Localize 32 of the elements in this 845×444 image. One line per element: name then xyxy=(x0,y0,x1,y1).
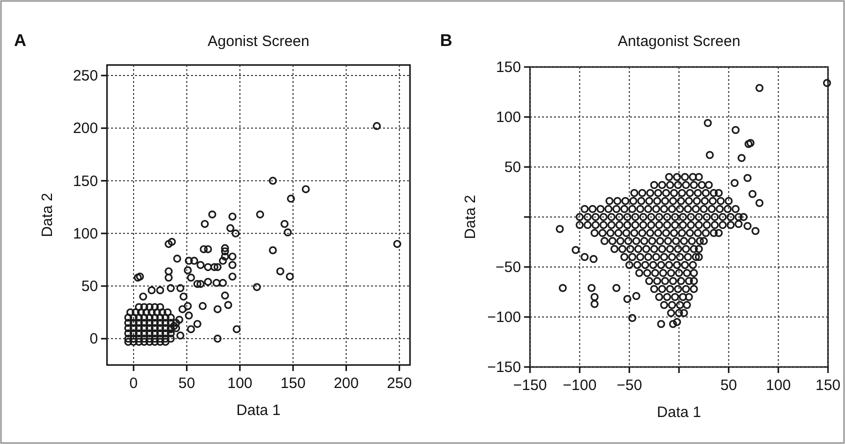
y-tick-label: −50 xyxy=(496,259,521,276)
y-axis-title: Data 2 xyxy=(39,192,56,238)
y-tick-label: −150 xyxy=(487,359,521,376)
x-tick-label: 100 xyxy=(227,375,252,392)
text: B xyxy=(440,31,452,50)
y-tick-label: 50 xyxy=(504,159,521,176)
x-tick-label: −100 xyxy=(562,377,597,394)
y-tick-label: 0 xyxy=(90,330,98,348)
x-tick-label: 250 xyxy=(386,375,412,392)
x-tick-label: 50 xyxy=(178,375,196,392)
y-tick-label: 200 xyxy=(72,120,98,138)
y-tick-label: 150 xyxy=(496,59,521,76)
x-tick-label: 200 xyxy=(334,375,359,392)
y-tick-label: 100 xyxy=(496,109,521,126)
x-tick-label: 100 xyxy=(766,377,791,394)
y-tick-label: 100 xyxy=(72,225,98,242)
x-axis-title: Data 1 xyxy=(236,402,281,419)
x-tick-label: 150 xyxy=(280,375,306,392)
x-axis-title: Data 1 xyxy=(656,404,702,421)
chart-title: Agonist Screen xyxy=(208,33,310,50)
y-tick-label: 50 xyxy=(81,278,98,296)
x-tick-label: −50 xyxy=(616,377,642,394)
x-tick-label: 50 xyxy=(720,377,738,394)
y-axis-title: Data 2 xyxy=(462,194,479,240)
y-tick-label: 250 xyxy=(72,68,98,85)
x-tick-label: 150 xyxy=(815,377,841,394)
x-tick-label: 0 xyxy=(129,375,138,392)
y-tick-label: −100 xyxy=(487,309,521,326)
x-tick-label: −150 xyxy=(513,377,547,394)
y-tick-label: 150 xyxy=(72,172,98,190)
chart-title: Antagonist Screen xyxy=(618,33,740,50)
text: A xyxy=(14,31,26,50)
